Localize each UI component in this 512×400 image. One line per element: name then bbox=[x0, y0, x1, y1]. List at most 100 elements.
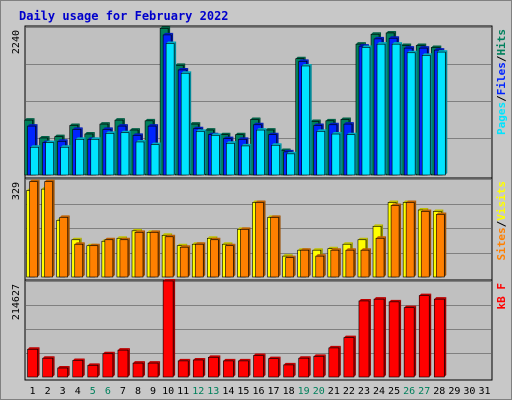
bar-top bbox=[298, 356, 311, 359]
bar-side bbox=[173, 234, 176, 277]
bottom-bar-kb-f bbox=[27, 347, 40, 378]
bar-top bbox=[27, 347, 40, 350]
bar-face bbox=[376, 43, 386, 176]
middle-bar-sites bbox=[285, 255, 296, 278]
bar-face bbox=[421, 55, 431, 176]
bar-top bbox=[241, 143, 252, 146]
bar-top bbox=[434, 48, 445, 51]
bar-face bbox=[162, 280, 174, 378]
bar-face bbox=[285, 257, 294, 278]
top-bar-pages bbox=[361, 45, 372, 176]
x-tick-label: 24 bbox=[373, 386, 385, 397]
bar-side bbox=[52, 356, 55, 377]
top-legend: Pages/Files/Hits bbox=[495, 29, 508, 135]
bar-top bbox=[102, 127, 113, 130]
top-bar-pages bbox=[135, 139, 146, 176]
bar-side bbox=[37, 179, 40, 277]
x-tick-label: 22 bbox=[343, 386, 355, 397]
bar-top bbox=[361, 45, 372, 48]
bar-side bbox=[414, 200, 417, 277]
bar-side bbox=[67, 366, 70, 377]
x-tick-label: 3 bbox=[60, 386, 66, 397]
bar-side bbox=[429, 293, 432, 377]
bar-face bbox=[177, 360, 189, 378]
bar-top bbox=[286, 151, 297, 154]
bar-top bbox=[102, 351, 115, 354]
x-tick-label: 1 bbox=[30, 386, 36, 397]
bar-side bbox=[354, 132, 357, 175]
bar-top bbox=[295, 56, 306, 59]
x-tick-label: 19 bbox=[298, 386, 310, 397]
bar-top bbox=[389, 299, 402, 302]
bar-face bbox=[90, 139, 100, 176]
bar-side bbox=[68, 145, 71, 175]
bar-side bbox=[278, 215, 281, 277]
bar-face bbox=[433, 298, 445, 378]
bar-top bbox=[196, 129, 207, 132]
bar-top bbox=[129, 128, 140, 131]
bar-top bbox=[72, 358, 85, 361]
bar-face bbox=[117, 349, 129, 378]
bar-top bbox=[253, 353, 266, 356]
bar-side bbox=[263, 200, 266, 277]
bar-face bbox=[89, 245, 99, 278]
middle-bar-sites bbox=[375, 236, 387, 278]
x-tick-label: 17 bbox=[268, 386, 280, 397]
x-tick-label: 5 bbox=[90, 386, 96, 397]
bar-top bbox=[404, 46, 415, 49]
bar-top bbox=[301, 63, 312, 66]
bar-face bbox=[328, 347, 340, 378]
bar-side bbox=[82, 242, 85, 277]
bar-top bbox=[30, 145, 41, 148]
bar-top bbox=[160, 26, 171, 29]
bar-side bbox=[294, 151, 297, 175]
middle-bar-sites bbox=[225, 243, 236, 278]
bar-top bbox=[268, 132, 279, 135]
bottom-bar-kb-f bbox=[42, 356, 55, 378]
bottom-bar-kb-f bbox=[87, 363, 100, 378]
middle-bar-sites bbox=[315, 254, 326, 278]
bar-top bbox=[175, 63, 186, 66]
middle-bar-sites bbox=[435, 212, 447, 278]
bar-side bbox=[37, 347, 40, 377]
bar-top bbox=[89, 243, 100, 246]
bar-top bbox=[358, 298, 371, 301]
bar-top bbox=[117, 348, 130, 351]
top-bar-pages bbox=[271, 143, 282, 176]
middle-bar-sites bbox=[360, 248, 371, 278]
bar-top bbox=[99, 122, 110, 125]
middle-bar-sites bbox=[420, 209, 432, 278]
bar-face bbox=[256, 129, 265, 176]
bar-face bbox=[345, 249, 355, 278]
bar-top bbox=[105, 131, 116, 134]
bar-top bbox=[238, 358, 251, 361]
middle-bar-sites bbox=[29, 179, 40, 278]
bar-face bbox=[102, 353, 114, 378]
bar-top bbox=[436, 212, 447, 215]
bar-top bbox=[312, 248, 323, 251]
bar-top bbox=[163, 32, 174, 35]
bottom-bar-kb-f bbox=[238, 358, 251, 378]
bar-side bbox=[53, 140, 56, 175]
bar-face bbox=[29, 181, 38, 278]
bar-top bbox=[181, 71, 192, 74]
bottom-bar-kb-f bbox=[373, 297, 387, 378]
bar-side bbox=[249, 143, 252, 175]
middle-bar-sites bbox=[345, 248, 356, 278]
bar-side bbox=[127, 348, 130, 377]
top-bar-pages bbox=[165, 41, 177, 176]
bar-top bbox=[225, 243, 236, 246]
middle-bar-sites bbox=[104, 237, 115, 278]
middle-legend-item: / bbox=[495, 220, 508, 227]
bar-top bbox=[343, 335, 356, 338]
bar-side bbox=[353, 248, 356, 277]
bar-face bbox=[436, 51, 446, 176]
bar-top bbox=[84, 132, 95, 135]
bar-top bbox=[316, 129, 327, 132]
bar-top bbox=[163, 279, 176, 281]
bar-top bbox=[253, 122, 264, 125]
bar-face bbox=[253, 355, 264, 378]
bar-top bbox=[42, 356, 55, 359]
bar-side bbox=[368, 298, 371, 377]
bar-face bbox=[358, 300, 370, 378]
